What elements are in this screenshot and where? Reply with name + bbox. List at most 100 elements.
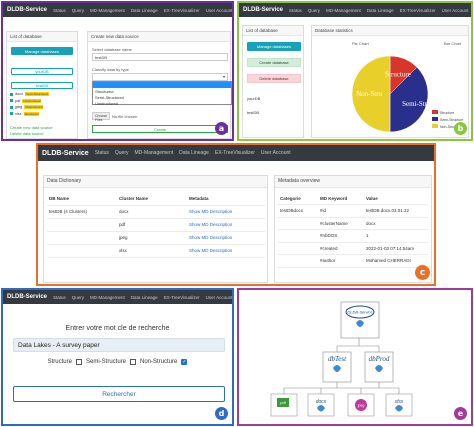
navbar: DLDB-Service Status Query MD-Management … <box>239 3 471 17</box>
navbar: DLDB-Service Status Query MD-Management … <box>3 290 232 304</box>
filter-semi-checkbox[interactable] <box>130 359 136 365</box>
type-select[interactable]: ▾ <box>92 73 228 81</box>
tree-diagram: DLDB-Service dbTest dbProd pdf docx <box>270 301 413 417</box>
nav-brand[interactable]: DLDB-Service <box>42 149 89 157</box>
nav-ex-treevisualizer[interactable]: EX-TreeVisualizer <box>399 7 436 13</box>
create-source-card: Create new data source Select database n… <box>87 31 232 139</box>
search-button[interactable]: Rechercher <box>13 386 225 402</box>
create-source-link[interactable]: Create new data source <box>10 125 53 130</box>
stats-title: Database statistics <box>312 26 468 36</box>
dropdown-option[interactable]: Unstructured <box>95 100 118 106</box>
nav-md-management[interactable]: MD-Management <box>326 7 361 13</box>
database-list-card: List of database Manage databases Create… <box>242 25 304 138</box>
leaf-jpeg[interactable]: jpeg <box>347 393 375 417</box>
cluster-cell: pdf <box>117 218 187 232</box>
panel-badge: c <box>415 265 430 280</box>
delete-source-link[interactable]: Delete data source <box>10 131 44 136</box>
tab-bar-chart[interactable]: Bar Chart <box>444 41 462 46</box>
filter-structure-checkbox[interactable] <box>75 359 82 365</box>
nav-brand[interactable]: DLDB-Service <box>243 7 284 13</box>
child-label: dbTest <box>328 355 347 363</box>
cluster-cell: xlsx <box>117 244 187 258</box>
nav-user-account[interactable]: User Account <box>441 7 469 13</box>
nav-status[interactable]: Status <box>289 7 302 13</box>
col-value: Value <box>364 192 428 205</box>
nav-status[interactable]: Status <box>53 7 66 13</box>
nav-ex-treevisualizer[interactable]: EX-TreeVisualizer <box>163 7 200 13</box>
create-database-button[interactable]: Create database <box>247 58 301 67</box>
nav-data-lineage[interactable]: Data Lineage <box>130 294 158 300</box>
panel-a: DLDB-Service Status Query MD-Management … <box>1 1 234 141</box>
pie-slice-label: Structure <box>385 71 411 79</box>
nav-md-management[interactable]: MD-Management <box>134 150 174 156</box>
manage-databases-button[interactable]: Manage databases <box>247 42 301 51</box>
panel-badge: d <box>215 407 228 420</box>
create-source-title: Create new data source <box>88 32 230 42</box>
manage-databases-button[interactable]: Manage databases <box>11 47 73 55</box>
water-drop-icon <box>317 405 325 412</box>
db-testdb[interactable]: testDB <box>247 110 260 115</box>
folder-icon <box>10 92 13 96</box>
tab-pie-chart[interactable]: Pie Chart <box>352 41 369 46</box>
pie-slice-non-structure[interactable] <box>351 55 391 133</box>
nav-status[interactable]: Status <box>53 294 66 300</box>
nav-md-management[interactable]: MD-Management <box>90 7 125 13</box>
nav-query[interactable]: Query <box>114 150 129 156</box>
dropdown-empty-option[interactable] <box>93 82 231 88</box>
table-header-row: DB Name Cluster Name Metadata <box>47 192 265 206</box>
nav-data-lineage[interactable]: Data Lineage <box>366 7 394 13</box>
search-input[interactable]: Data Lakes - A survey paper <box>13 338 225 352</box>
delete-database-button[interactable]: Delete database <box>247 74 301 83</box>
filter-semi-label: Semi-Structure <box>85 359 126 365</box>
db-testdb-button[interactable]: testDB <box>11 82 73 89</box>
pdf-icon <box>277 398 289 407</box>
create-button[interactable]: Create <box>92 125 228 133</box>
show-md-link[interactable]: Show MD Description <box>189 248 233 253</box>
choose-files-button[interactable]: Choose Files <box>92 112 110 122</box>
nav-data-lineage[interactable]: Data Lineage <box>130 7 158 13</box>
leaf-xlsx[interactable]: xlsx <box>385 393 413 417</box>
nav-ex-treevisualizer[interactable]: EX-TreeVisualizer <box>163 294 200 300</box>
tree-item[interactable]: pdf Unstructured <box>10 98 49 103</box>
nav-status[interactable]: Status <box>94 150 109 156</box>
leaf-docx[interactable]: docx <box>307 393 335 417</box>
tree-item[interactable]: docx Semi-Structured <box>10 92 49 96</box>
child-node-dbprod[interactable]: dbProd <box>364 351 394 383</box>
database-select[interactable]: testDB <box>92 53 228 61</box>
nav-user-account[interactable]: User Account <box>260 150 291 156</box>
nav-md-management[interactable]: MD-Management <box>90 294 125 300</box>
nav-brand[interactable]: DLDB-Service <box>7 294 48 300</box>
pie-slice-semi-structure[interactable] <box>389 66 429 133</box>
dropdown-option[interactable]: Structured <box>95 88 114 94</box>
pie-chart: Structure Semi-Str Non-Stru Structure Semi-… <box>351 55 463 133</box>
child-node-dbtest[interactable]: dbTest <box>322 351 352 383</box>
nav-ex-treevisualizer[interactable]: EX-TreeVisualizer <box>214 150 255 156</box>
nav-user-account[interactable]: User Account <box>205 7 232 13</box>
filter-non-checkbox[interactable]: ✓ <box>181 359 188 365</box>
db-yourdb[interactable]: yourDB <box>247 96 261 101</box>
leaf-label: pdf <box>280 400 286 405</box>
tree-item[interactable]: xlsx Structured <box>10 111 49 116</box>
root-node[interactable]: DLDB-Service <box>340 301 380 339</box>
folder-icon <box>10 99 13 102</box>
show-md-link[interactable]: Show MD Description <box>189 235 233 240</box>
data-dictionary-title: Data Dictionary <box>44 176 267 188</box>
nav-brand[interactable]: DLDB-Service <box>7 7 48 13</box>
table-header-row: Categorie MD Keyword Value <box>278 192 428 205</box>
metadata-table: Categorie MD Keyword Value testDBdocx #i… <box>278 192 428 268</box>
table-row: #nbDOS 1 <box>278 229 428 243</box>
table-row: #author Mohamed CHERRADI <box>278 254 428 268</box>
db-yourdb-button[interactable]: yourDB <box>11 68 73 75</box>
dropdown-option[interactable]: Semi-Structured <box>95 94 124 100</box>
show-md-link[interactable]: Show MD Description <box>189 209 233 214</box>
leaf-pdf[interactable]: pdf <box>270 393 298 417</box>
nav-query[interactable]: Query <box>307 7 321 13</box>
show-md-link[interactable]: Show MD Description <box>189 222 233 227</box>
nav-user-account[interactable]: User Account <box>205 294 232 300</box>
tree-item[interactable]: jpeg Unstructured <box>10 105 49 109</box>
nav-data-lineage[interactable]: Data Lineage <box>179 150 209 156</box>
type-filters: Structure Semi-Structure Non-Structure ✓ <box>3 359 232 365</box>
nav-query[interactable]: Query <box>71 7 85 13</box>
select-db-label: Select database name <box>92 47 132 52</box>
nav-query[interactable]: Query <box>71 294 85 300</box>
